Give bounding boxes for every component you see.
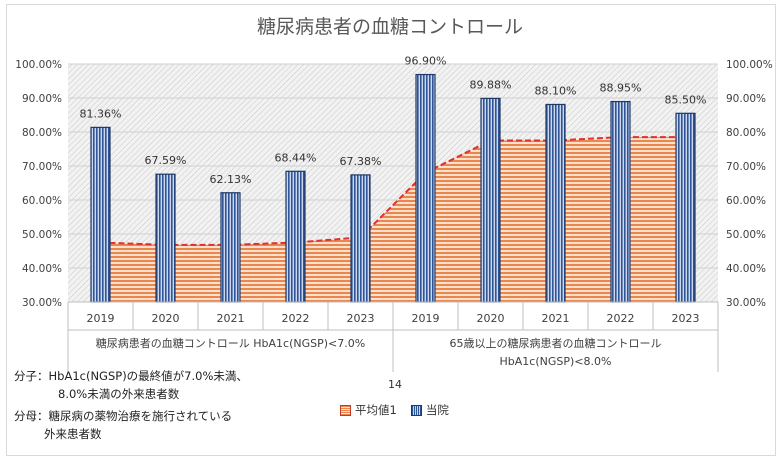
x-tick-label: 2021 bbox=[542, 312, 570, 325]
y-tick-label-right: 50.00% bbox=[726, 229, 766, 241]
bar-data-label: 67.38% bbox=[340, 155, 382, 168]
y-tick-label-right: 40.00% bbox=[726, 263, 766, 275]
y-tick-label-left: 30.00% bbox=[22, 297, 62, 309]
x-tick-label: 2020 bbox=[477, 312, 505, 325]
hospital-bar bbox=[610, 100, 631, 303]
y-tick-label-left: 40.00% bbox=[22, 263, 62, 275]
numerator-line1: 分子：HbA1c(NGSP)の最終値が7.0%未満、 bbox=[14, 369, 248, 383]
y-tick-label-left: 80.00% bbox=[22, 127, 62, 139]
average-line bbox=[100, 136, 686, 246]
numerator-line2: 8.0%未満の外来患者数 bbox=[58, 387, 180, 401]
y-tick-label-left: 60.00% bbox=[22, 195, 62, 207]
y-tick-label-right: 60.00% bbox=[726, 195, 766, 207]
y-tick-label-left: 100.00% bbox=[15, 59, 62, 71]
group-label-line1: 糖尿病患者の血糖コントロール HbA1c(NGSP)<7.0% bbox=[96, 336, 365, 350]
bar-data-label: 88.10% bbox=[535, 84, 577, 97]
group-label-line2: HbA1c(NGSP)<8.0% bbox=[500, 355, 612, 368]
y-tick-label-left: 90.00% bbox=[22, 93, 62, 105]
x-tick-label: 2022 bbox=[607, 312, 635, 325]
y-tick-label-left: 70.00% bbox=[22, 161, 62, 173]
hospital-bar bbox=[545, 103, 566, 303]
legend-item-hospital: 当院 bbox=[410, 402, 449, 418]
legend-label-hospital: 当院 bbox=[425, 403, 449, 417]
average-area bbox=[100, 137, 686, 302]
hospital-bar bbox=[350, 174, 371, 303]
x-tick-label: 2020 bbox=[152, 312, 180, 325]
hospital-bar bbox=[220, 192, 241, 303]
chart-legend: 平均値1 当院 bbox=[340, 402, 449, 418]
y-tick-label-right: 80.00% bbox=[726, 127, 766, 139]
y-tick-label-right: 70.00% bbox=[726, 161, 766, 173]
bar-data-label: 88.95% bbox=[600, 82, 642, 95]
hospital-bar bbox=[415, 73, 436, 303]
chart-frame bbox=[6, 4, 776, 456]
group-label-line1: 65歳以上の糖尿病患者の血糖コントロール bbox=[450, 336, 662, 350]
x-tick-label: 2019 bbox=[412, 312, 440, 325]
y-tick-label-right: 30.00% bbox=[726, 297, 766, 309]
hospital-bar bbox=[90, 126, 111, 303]
denominator-line1: 分母：糖尿病の薬物治療を施行されている bbox=[14, 409, 233, 423]
legend-item-average: 平均値1 bbox=[340, 402, 397, 418]
y-tick-label-left: 50.00% bbox=[22, 229, 62, 241]
bar-data-label: 68.44% bbox=[275, 151, 317, 164]
x-tick-label: 2019 bbox=[87, 312, 115, 325]
hospital-bar bbox=[480, 97, 501, 303]
legend-swatch-hospital bbox=[410, 404, 422, 416]
chart-title: 糖尿病患者の血糖コントロール bbox=[257, 16, 523, 38]
y-tick-label-right: 100.00% bbox=[726, 59, 773, 71]
y-tick-label-right: 90.00% bbox=[726, 93, 766, 105]
bar-data-label: 85.50% bbox=[665, 93, 707, 106]
x-tick-label: 2023 bbox=[347, 312, 375, 325]
legend-swatch-average bbox=[340, 404, 351, 416]
bar-data-label: 81.36% bbox=[80, 107, 122, 120]
denominator-line2: 外来患者数 bbox=[44, 427, 102, 441]
bar-data-label: 67.59% bbox=[145, 154, 187, 167]
plot-area: 30.00% 30.00% 40.00% 40.00% 50.00% 50.00% 60.0… bbox=[15, 55, 773, 372]
hospital-bar bbox=[285, 170, 306, 303]
hospital-bar bbox=[155, 173, 176, 303]
bar-data-label: 89.88% bbox=[470, 78, 512, 91]
bar-data-label: 62.13% bbox=[210, 173, 252, 186]
x-tick-label: 2023 bbox=[672, 312, 700, 325]
legend-label-average: 平均値1 bbox=[355, 403, 397, 417]
x-tick-label: 2021 bbox=[217, 312, 245, 325]
hospital-bar bbox=[675, 112, 696, 303]
x-tick-label: 2022 bbox=[282, 312, 310, 325]
bar-data-label: 96.90% bbox=[405, 55, 447, 68]
page-number: 14 bbox=[388, 378, 402, 391]
